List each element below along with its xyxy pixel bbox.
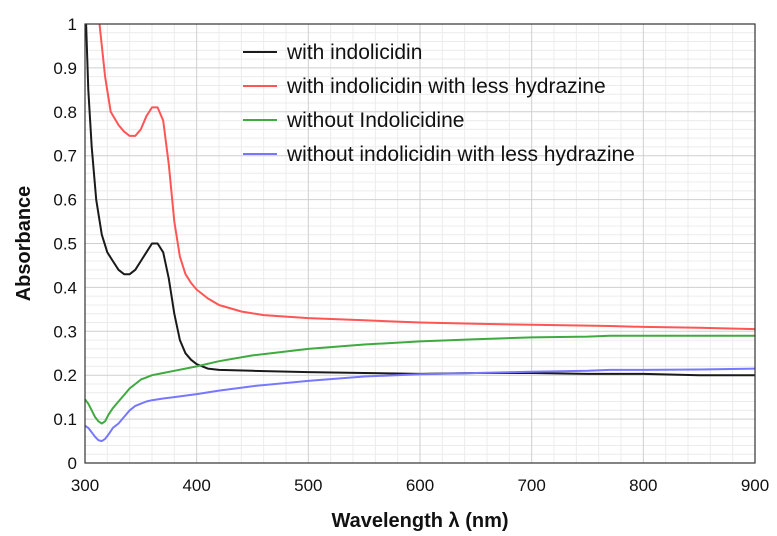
y-tick-label: 0.6 (53, 191, 77, 210)
series-line-3 (84, 334, 755, 425)
x-tick-label: 800 (629, 476, 657, 495)
y-tick-label: 0.3 (53, 322, 77, 341)
y-tick-label: 0.5 (53, 235, 77, 254)
legend: with indolicidin with indolicidin with le… (243, 41, 635, 166)
y-tick-label: 1 (68, 15, 77, 34)
y-tick-label: 0.8 (53, 103, 77, 122)
legend-label-2: with indolicidin with less hydrazine (286, 75, 606, 98)
legend-label-4: without indolicidin with less hydrazine (286, 143, 635, 166)
x-tick-label: 300 (71, 476, 99, 495)
plot-frame (84, 23, 756, 464)
x-tick-label: 700 (517, 476, 545, 495)
y-tick-label: 0.7 (53, 147, 77, 166)
y-axis-title: Absorbance (13, 186, 35, 302)
x-tick-label: 600 (406, 476, 434, 495)
x-tick-label: 900 (741, 476, 769, 495)
series-line-4 (84, 367, 756, 443)
legend-label-1: with indolicidin (286, 41, 422, 64)
x-axis-ticks: 300 400 500 600 700 800 900 (71, 476, 769, 495)
y-tick-label: 0.2 (53, 366, 77, 385)
series-line-2 (98, 23, 756, 331)
y-tick-label: 0 (68, 454, 77, 473)
y-axis-ticks: 0 0.1 0.2 0.3 0.4 0.5 0.6 0.7 0.8 0.9 1 (53, 15, 77, 473)
y-tick-label: 0.9 (53, 59, 77, 78)
y-tick-label: 0.1 (53, 410, 77, 429)
x-tick-label: 400 (182, 476, 210, 495)
y-tick-label: 0.4 (53, 278, 77, 297)
x-tick-label: 500 (294, 476, 322, 495)
legend-label-3: without Indolicidine (286, 109, 464, 132)
series-layer (84, 23, 756, 443)
x-axis-title: Wavelength λ (nm) (331, 510, 508, 532)
